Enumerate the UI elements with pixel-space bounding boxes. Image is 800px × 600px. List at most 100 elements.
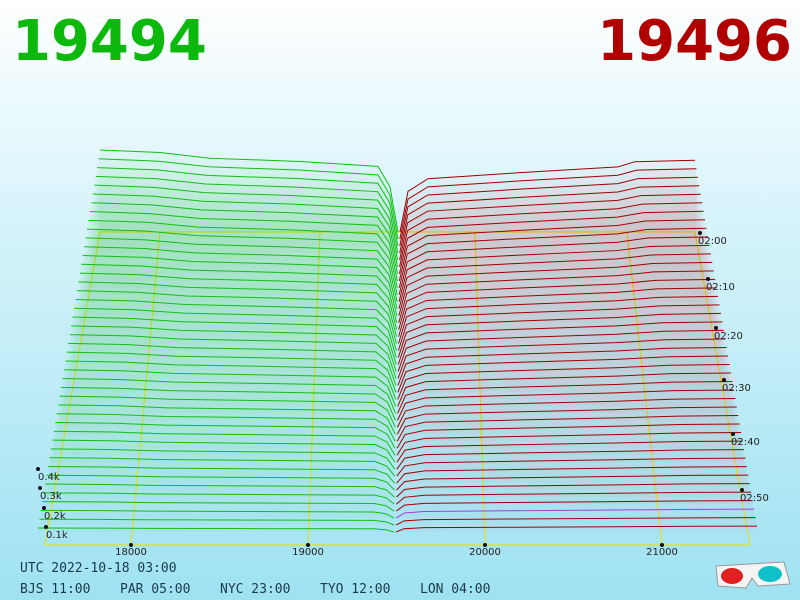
bid-layer (56, 413, 396, 442)
ask-layer (396, 491, 752, 505)
ask-layer (399, 193, 701, 261)
ask-layer (397, 355, 729, 393)
bid-layer (82, 254, 398, 316)
bid-layer (55, 422, 396, 449)
bid-layer (79, 272, 398, 330)
ask-layer (398, 261, 713, 316)
price-tick-label: 18000 (115, 547, 147, 558)
bid-layer (37, 527, 395, 533)
ask-layer (396, 483, 750, 498)
ask-layer (396, 432, 742, 456)
ask-layer (396, 415, 739, 442)
ask-layer (397, 329, 724, 372)
time-tick-label: 02:40 (731, 437, 760, 448)
time-tick-label: 02:50 (740, 493, 769, 504)
tick-dot (731, 432, 735, 436)
ask-layer (397, 304, 720, 351)
price-grid-line (307, 231, 321, 546)
bid-layer (59, 395, 396, 428)
bid-layer (50, 448, 396, 470)
bid-layer (46, 474, 395, 491)
tick-dot (483, 543, 487, 547)
bid-layer (66, 351, 397, 393)
ask-layer (398, 227, 707, 288)
ask-layer (397, 380, 733, 414)
tick-dot (740, 488, 744, 492)
tick-dot (698, 231, 702, 235)
ask-layer (397, 372, 732, 407)
bid-layer (99, 149, 399, 233)
tick-dot (714, 326, 718, 330)
depth-tick-label: 0.3k (40, 491, 62, 502)
ask-layer (397, 389, 734, 421)
bid-layer (91, 202, 398, 274)
ask-layer (398, 278, 716, 330)
bid-layer (76, 290, 397, 344)
bid-layer (81, 263, 398, 323)
bid-layer (40, 509, 395, 519)
price-tick-label: 21000 (646, 547, 678, 558)
zone-time: BJS 11:00 (20, 582, 90, 597)
depth-layers (37, 149, 758, 533)
utc-time: UTC 2022-10-18 03:00 (20, 561, 177, 576)
ask-layer (396, 440, 743, 463)
tick-dot (44, 525, 48, 529)
bid-price: 19494 (12, 9, 207, 74)
bid-layer (88, 219, 398, 288)
ask-layer (395, 508, 755, 519)
tick-dot (706, 277, 710, 281)
ask-layer (397, 346, 727, 386)
bid-layer (92, 193, 399, 267)
ask-layer (396, 457, 746, 477)
bid-layer (97, 167, 399, 247)
ask-layer (399, 159, 696, 233)
zone-time: LON 04:00 (420, 582, 490, 597)
ask-layer (397, 363, 730, 400)
bid-layer (43, 492, 395, 505)
bid-layer (68, 342, 397, 386)
ask-layer (398, 270, 714, 323)
ask-layer (396, 466, 747, 484)
time-tick-label: 02:00 (698, 236, 727, 247)
bid-layer (98, 158, 399, 240)
zone-time: TYO 12:00 (320, 582, 390, 597)
price-tick-label: 19000 (292, 547, 324, 558)
tick-dot (129, 543, 133, 547)
time-tick-label: 02:20 (714, 331, 743, 342)
bid-layer (95, 175, 399, 254)
ask-layer (398, 244, 710, 302)
zone-time: PAR 05:00 (120, 582, 190, 597)
ask-layer (398, 236, 708, 295)
tick-dot (36, 467, 40, 471)
tick-dot (306, 543, 310, 547)
bid-layer (72, 316, 397, 365)
price-grid-line (130, 231, 161, 546)
ask-layer (397, 312, 721, 358)
bid-layer (78, 281, 398, 337)
bid-layer (62, 378, 397, 414)
3d-glasses-icon (715, 561, 791, 589)
bid-layer (42, 501, 395, 512)
tick-dot (42, 506, 46, 510)
ask-layer (396, 406, 737, 435)
ask-layer (395, 525, 758, 533)
depth-tick-label: 0.2k (44, 511, 66, 522)
ask-layer (396, 474, 749, 491)
bid-layer (75, 298, 397, 351)
ask-layer (396, 449, 745, 470)
bid-layer (74, 307, 397, 358)
bid-layer (49, 457, 396, 477)
bid-layer (53, 430, 396, 456)
ask-price: 19496 (597, 9, 792, 74)
ask-layer (399, 168, 697, 240)
ask-layer (398, 219, 706, 281)
ask-layer (398, 253, 711, 309)
ask-layer (395, 500, 753, 512)
bid-layer (48, 465, 396, 484)
bid-layer (63, 369, 397, 407)
ask-layer (398, 287, 717, 337)
ask-layer (398, 210, 704, 274)
ask-layer (399, 185, 700, 254)
bid-layer (89, 211, 398, 281)
